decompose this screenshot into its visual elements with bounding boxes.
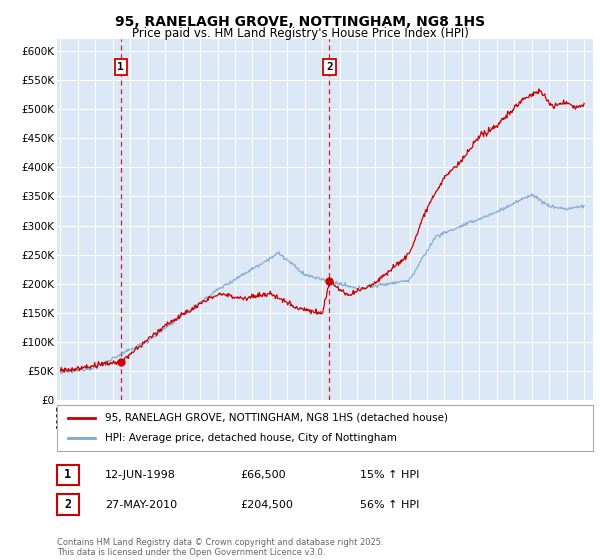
Text: Price paid vs. HM Land Registry's House Price Index (HPI): Price paid vs. HM Land Registry's House … xyxy=(131,27,469,40)
Text: 95, RANELAGH GROVE, NOTTINGHAM, NG8 1HS (detached house): 95, RANELAGH GROVE, NOTTINGHAM, NG8 1HS … xyxy=(105,413,448,423)
Text: 2: 2 xyxy=(326,62,333,72)
Text: £66,500: £66,500 xyxy=(240,470,286,480)
Text: 2: 2 xyxy=(64,498,71,511)
Text: 12-JUN-1998: 12-JUN-1998 xyxy=(105,470,176,480)
Text: 56% ↑ HPI: 56% ↑ HPI xyxy=(360,500,419,510)
Text: 15% ↑ HPI: 15% ↑ HPI xyxy=(360,470,419,480)
Text: 27-MAY-2010: 27-MAY-2010 xyxy=(105,500,177,510)
Text: HPI: Average price, detached house, City of Nottingham: HPI: Average price, detached house, City… xyxy=(105,433,397,444)
Text: £204,500: £204,500 xyxy=(240,500,293,510)
Text: 1: 1 xyxy=(118,62,124,72)
Text: Contains HM Land Registry data © Crown copyright and database right 2025.
This d: Contains HM Land Registry data © Crown c… xyxy=(57,538,383,557)
Text: 95, RANELAGH GROVE, NOTTINGHAM, NG8 1HS: 95, RANELAGH GROVE, NOTTINGHAM, NG8 1HS xyxy=(115,15,485,29)
Text: 1: 1 xyxy=(64,468,71,482)
